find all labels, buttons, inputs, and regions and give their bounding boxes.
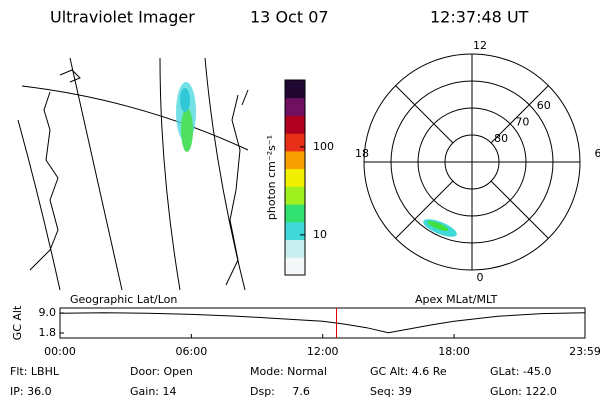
aurora-core [180, 88, 190, 112]
colorbar-cell [285, 257, 305, 276]
meridian [17, 119, 61, 291]
polar-theta-label: 18 [355, 147, 369, 160]
aurora-core [181, 108, 193, 152]
colorbar-cell [285, 133, 305, 152]
y-tick-label: 9.0 [39, 306, 57, 319]
colorbar-cell [285, 80, 305, 99]
coastline [29, 91, 59, 271]
colorbar-cell [285, 168, 305, 187]
polar-spoke [490, 180, 549, 239]
polar-theta-label: 12 [473, 39, 487, 52]
map-caption: Geographic Lat/Lon [70, 293, 177, 306]
colorbar-tick-label: 100 [313, 140, 334, 153]
x-tick-label: 23:59 [569, 345, 600, 358]
colorbar-cell [285, 150, 305, 170]
polar-aurora-core [427, 221, 449, 231]
status-field: GC Alt: 4.6 Re [370, 365, 447, 378]
x-tick-label: 12:00 [307, 345, 339, 358]
polar-caption: Apex MLat/MLT [415, 293, 498, 306]
date: 13 Oct 07 [250, 8, 329, 27]
status-field: Door: Open [130, 365, 193, 378]
meridian [159, 57, 181, 291]
status-field: GLon: 122.0 [490, 385, 557, 398]
status-field: Gain: 14 [130, 385, 177, 398]
x-tick-label: 00:00 [44, 345, 76, 358]
instrument-title: Ultraviolet Imager [50, 8, 195, 27]
polar-spoke [490, 85, 549, 144]
coastline [59, 69, 81, 83]
status-field: Mode: Normal [250, 365, 327, 378]
polar-spoke [395, 85, 454, 144]
polar-theta-label: 0 [477, 271, 484, 284]
colorbar-cell [285, 97, 305, 116]
timeline-ylabel: GC Alt [11, 305, 24, 340]
status-field: Seq: 39 [370, 385, 412, 398]
y-tick-label: 1.8 [39, 326, 57, 339]
coastline [241, 89, 249, 106]
polar-spoke [395, 180, 454, 239]
polar-ring-label: 80 [494, 132, 508, 145]
coastline [225, 94, 241, 286]
status-field: Dsp: 7.6 [250, 385, 310, 398]
colorbar-cell [285, 115, 305, 134]
map-panel [17, 57, 249, 291]
x-tick-label: 06:00 [176, 345, 208, 358]
colorbar-cell [285, 239, 305, 258]
x-tick-label: 18:00 [438, 345, 470, 358]
colorbar-cell [285, 204, 305, 223]
meridian [69, 57, 123, 291]
polar-ring-label: 60 [537, 99, 551, 112]
status-field: IP: 36.0 [10, 385, 52, 398]
colorbar-label: photon cm⁻²s⁻¹ [265, 135, 278, 220]
colorbar-tick-label: 10 [313, 228, 327, 241]
polar-theta-label: 6 [595, 147, 600, 160]
map-arc [21, 85, 249, 151]
polar-ring-label: 70 [515, 116, 529, 129]
altitude-line [59, 312, 586, 334]
colorbar-cell [285, 186, 305, 205]
status-field: Flt: LBHL [10, 365, 60, 378]
status-field: GLat: -45.0 [490, 365, 551, 378]
time: 12:37:48 UT [430, 8, 529, 27]
colorbar-cell [285, 221, 305, 241]
colorbar-frame [284, 79, 306, 276]
map-aurora [176, 82, 196, 152]
